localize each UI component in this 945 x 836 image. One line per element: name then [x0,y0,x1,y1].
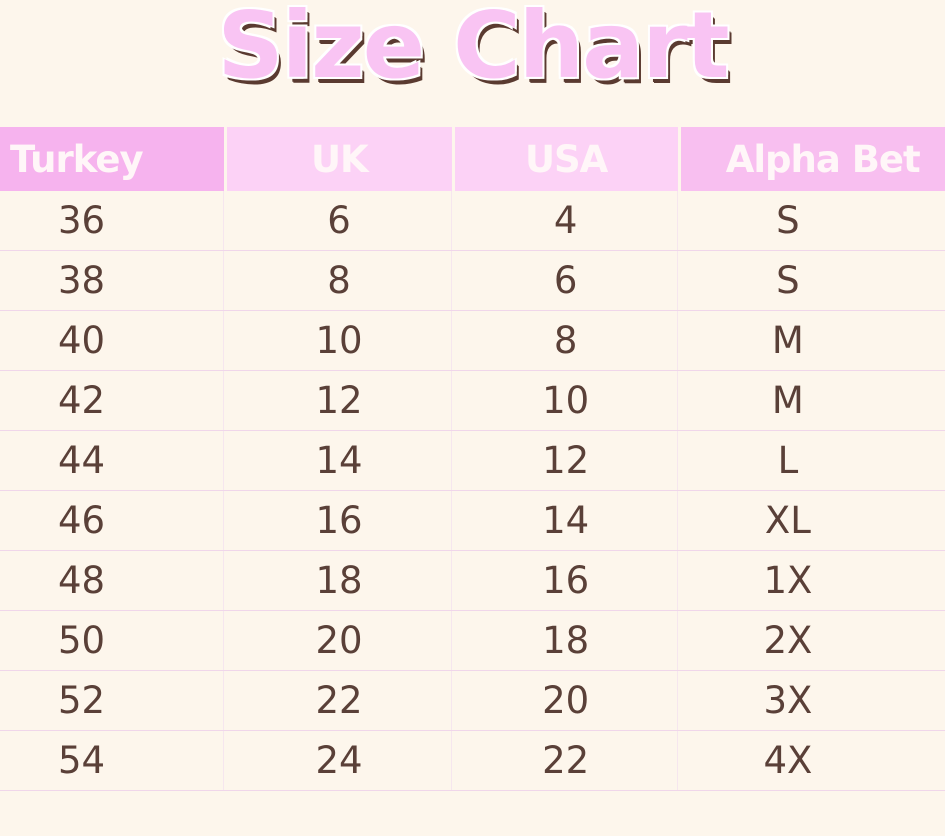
table-row: 42 12 10 M [0,371,945,431]
table-cell: 4X [763,739,813,782]
table-cell: 14 [455,491,678,550]
table-cell: S [776,259,800,302]
table-cell: 4 [455,191,678,250]
table-cell: 14 [227,431,452,490]
table-cell: 38 [0,251,225,310]
table-cell: 6 [455,251,678,310]
table-cell: 44 [0,431,225,490]
table-cell: 42 [0,371,225,430]
table-cell: 24 [227,731,452,790]
table-cell: M [771,379,804,422]
table-cell: 48 [0,551,225,610]
table-row: 36 6 4 S [0,191,945,251]
header-usa: USA [454,127,678,191]
table-cell: 12 [455,431,678,490]
table-cell: 1X [763,559,813,602]
table-cell: 18 [455,611,678,670]
size-table: Turkey UK USA Alpha Bet 36 6 4 S 38 8 6 S 40 10 8 M… [0,127,945,791]
table-cell: XL [764,499,811,542]
table-cell: 52 [0,671,225,730]
table-cell: 20 [455,671,678,730]
table-row: 44 14 12 L [0,431,945,491]
table-cell: M [771,319,804,362]
table-body: 36 6 4 S 38 8 6 S 40 10 8 M 42 12 10 M 44 14 12 L 46 16 14 XL 48… [0,191,945,791]
table-cell: 8 [227,251,452,310]
table-row: 46 16 14 XL [0,491,945,551]
table-cell: S [776,199,800,242]
table-cell: 22 [227,671,452,730]
table-cell: 2X [763,619,813,662]
table-row: 54 24 22 4X [0,731,945,791]
table-cell: 40 [0,311,225,370]
table-cell: 16 [227,491,452,550]
page-title: Size Chart [217,0,729,99]
table-cell: 8 [455,311,678,370]
table-row: 52 22 20 3X [0,671,945,731]
table-cell: 46 [0,491,225,550]
table-cell: 22 [455,731,678,790]
header-alpha: Alpha Bet [680,127,945,191]
table-row: 40 10 8 M [0,311,945,371]
table-cell: 10 [455,371,678,430]
table-cell: 20 [227,611,452,670]
table-cell: 10 [227,311,452,370]
table-cell: 50 [0,611,225,670]
header-turkey: Turkey [0,127,225,191]
table-cell: 54 [0,731,225,790]
table-cell: 12 [227,371,452,430]
table-cell: 16 [455,551,678,610]
table-row: 38 8 6 S [0,251,945,311]
table-cell: 6 [227,191,452,250]
table-row: 50 20 18 2X [0,611,945,671]
header-uk: UK [227,127,452,191]
table-cell: 18 [227,551,452,610]
table-cell: L [777,439,799,482]
table-cell: 3X [763,679,813,722]
table-cell: 36 [0,191,225,250]
table-row: 48 18 16 1X [0,551,945,611]
table-header: Turkey UK USA Alpha Bet [0,127,945,191]
